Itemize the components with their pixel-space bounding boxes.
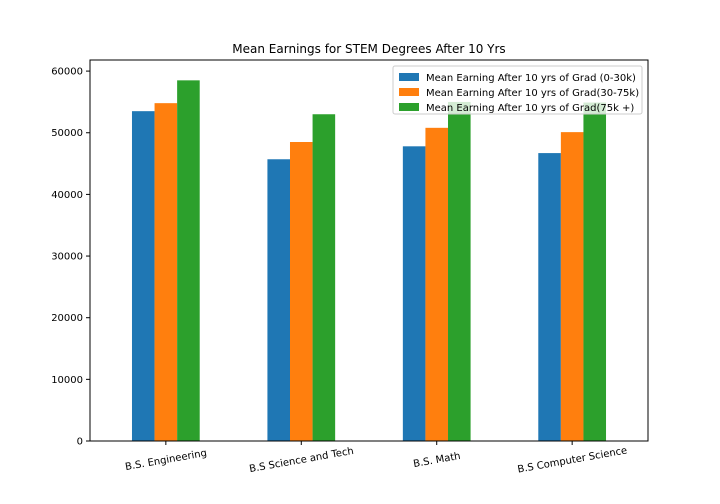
bar-series-3-category-1 bbox=[177, 80, 200, 441]
x-axis: B.S. Engineering B.S Science and Tech B.S.… bbox=[124, 441, 628, 476]
bar-series-2-category-1 bbox=[154, 103, 178, 441]
legend-swatch bbox=[399, 88, 419, 96]
x-tick-label: B.S. Math bbox=[413, 451, 462, 470]
y-tick-label: 30000 bbox=[51, 252, 83, 263]
legend-label: Mean Earning After 10 yrs of Grad (0-30k… bbox=[426, 73, 636, 84]
legend: Mean Earning After 10 yrs of Grad (0-30k… bbox=[392, 65, 643, 115]
bar-series-1-category-1 bbox=[131, 111, 155, 442]
y-tick-label: 20000 bbox=[51, 313, 83, 324]
y-tick-label: 50000 bbox=[51, 128, 83, 139]
x-tick-label: B.S Computer Science bbox=[517, 445, 628, 475]
bar-series-2-category-4 bbox=[560, 132, 584, 441]
bar-series-3-category-3 bbox=[448, 101, 471, 442]
x-tick-label: B.S. Engineering bbox=[124, 448, 207, 473]
bar-series-3-category-4 bbox=[583, 102, 607, 441]
x-tick-label: B.S Science and Tech bbox=[248, 446, 354, 475]
y-axis: 0 10000 20000 30000 40000 50000 60000 bbox=[51, 67, 90, 448]
bar-series-1-category-2 bbox=[267, 159, 290, 441]
chart-title: Mean Earnings for STEM Degrees After 10 … bbox=[232, 42, 505, 56]
bars-group bbox=[131, 80, 607, 442]
legend-swatch bbox=[399, 103, 419, 111]
legend-label: Mean Earning After 10 yrs of Grad(30-75k… bbox=[426, 88, 639, 99]
bar-series-3-category-2 bbox=[312, 114, 336, 441]
bar-series-2-category-3 bbox=[425, 127, 449, 441]
legend-swatch bbox=[399, 73, 419, 81]
plot-frame bbox=[89, 59, 649, 442]
y-tick-label: 0 bbox=[77, 437, 83, 448]
bar-series-1-category-3 bbox=[402, 146, 426, 441]
bar-series-2-category-2 bbox=[289, 142, 313, 441]
bar-series-1-category-4 bbox=[538, 153, 561, 441]
y-tick-label: 40000 bbox=[51, 190, 83, 201]
y-tick-label: 60000 bbox=[51, 67, 83, 78]
legend-box bbox=[392, 65, 643, 115]
y-tick-label: 10000 bbox=[51, 375, 83, 386]
legend-label: Mean Earning After 10 yrs of Grad(75k +) bbox=[426, 103, 634, 114]
